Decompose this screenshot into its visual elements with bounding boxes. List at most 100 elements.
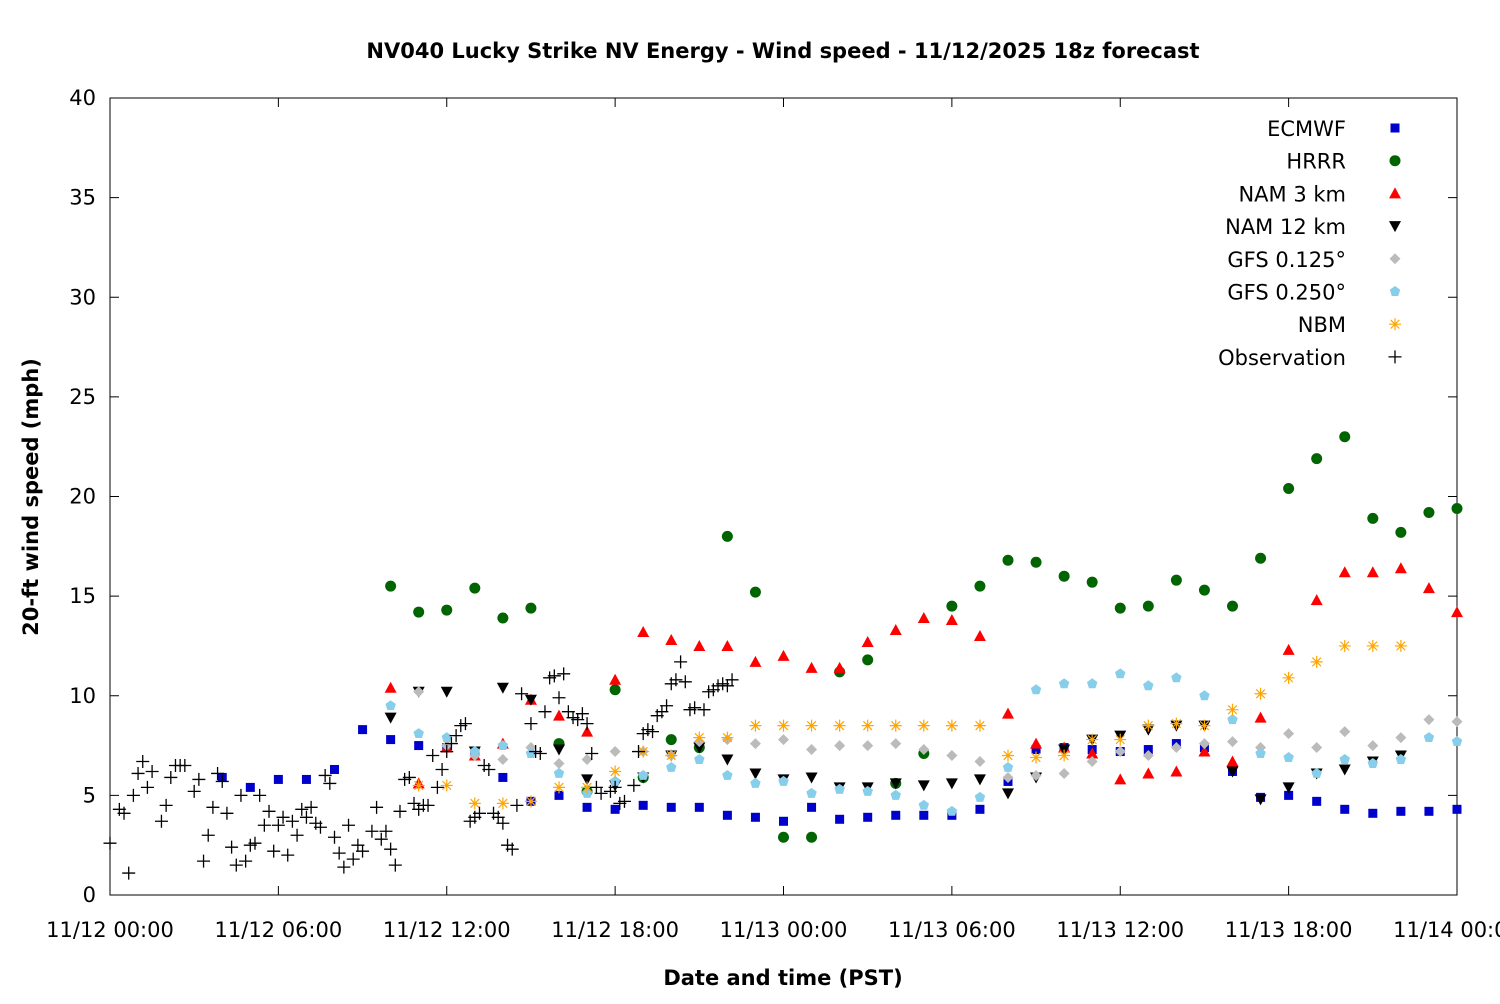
data-point — [862, 785, 873, 796]
data-point — [610, 804, 620, 814]
data-point — [890, 738, 902, 750]
data-point — [861, 719, 874, 732]
data-point — [1227, 736, 1238, 748]
data-point — [1282, 671, 1295, 684]
data-point — [609, 765, 622, 778]
data-point — [1031, 745, 1041, 755]
data-point — [1423, 506, 1435, 518]
data-point — [435, 762, 449, 776]
data-point — [1451, 502, 1463, 514]
data-point — [750, 777, 761, 788]
data-point — [1367, 512, 1379, 524]
data-point — [1339, 726, 1351, 738]
data-point — [444, 737, 458, 751]
data-point — [806, 831, 818, 843]
data-point — [863, 812, 873, 822]
data-point — [304, 800, 318, 814]
data-point — [1452, 804, 1462, 814]
data-point — [1170, 765, 1183, 777]
data-point — [421, 798, 435, 812]
data-point — [1255, 748, 1266, 758]
data-point — [694, 802, 704, 812]
data-point — [889, 778, 902, 790]
data-point — [946, 750, 958, 762]
data-point — [1311, 453, 1323, 465]
data-point — [385, 700, 396, 711]
legend-label: NAM 12 km — [1225, 215, 1346, 239]
data-point — [1086, 678, 1098, 689]
data-point — [267, 844, 281, 858]
data-point — [1338, 566, 1351, 578]
data-point — [524, 717, 538, 731]
data-point — [1058, 749, 1071, 762]
data-point — [1143, 680, 1154, 691]
data-point — [1338, 764, 1351, 776]
data-point — [426, 749, 440, 763]
data-point — [749, 768, 762, 780]
data-point — [945, 778, 958, 790]
data-point — [833, 661, 846, 673]
data-point — [290, 828, 304, 842]
data-point — [946, 805, 958, 816]
data-point — [1422, 582, 1435, 594]
data-point — [862, 740, 874, 752]
data-point — [1366, 639, 1379, 652]
data-point — [805, 719, 818, 732]
data-point — [413, 728, 424, 739]
data-point — [688, 701, 702, 715]
data-point — [524, 694, 537, 706]
data-point — [1451, 606, 1463, 618]
data-point — [1423, 714, 1435, 726]
data-point — [919, 810, 929, 820]
data-point — [1002, 554, 1014, 566]
data-point — [262, 804, 276, 818]
legend-label: HRRR — [1286, 150, 1346, 174]
data-point — [1311, 742, 1323, 754]
series — [103, 655, 739, 880]
data-point — [126, 788, 140, 802]
data-point — [1254, 794, 1267, 806]
data-point — [609, 673, 622, 685]
data-point — [1312, 796, 1322, 806]
data-point — [496, 682, 509, 694]
x-tick-label: 11/12 12:00 — [383, 918, 511, 942]
data-point — [1170, 717, 1183, 730]
data-point — [674, 655, 688, 669]
data-point — [412, 779, 425, 792]
data-point — [889, 719, 902, 732]
data-point — [777, 649, 790, 661]
data-point — [1338, 639, 1351, 652]
data-point — [533, 747, 547, 761]
data-point — [1142, 750, 1154, 762]
data-point — [1114, 773, 1127, 785]
data-point — [778, 775, 789, 786]
data-point — [1339, 431, 1351, 443]
data-point — [1030, 769, 1042, 781]
data-point — [328, 830, 341, 844]
data-point — [749, 738, 761, 750]
data-point — [646, 725, 660, 739]
data-point — [637, 625, 650, 637]
data-point — [917, 719, 930, 732]
data-point — [722, 769, 733, 780]
legend-marker — [1389, 221, 1401, 233]
legend-label: Observation — [1218, 346, 1346, 370]
data-point — [498, 772, 508, 782]
data-point — [239, 854, 253, 868]
data-point — [497, 754, 509, 766]
x-tick-label: 11/12 06:00 — [215, 918, 343, 942]
data-point — [441, 604, 453, 616]
data-point — [693, 731, 706, 744]
data-point — [806, 787, 817, 798]
data-point — [834, 740, 846, 752]
data-point — [721, 754, 734, 766]
x-tick-label: 11/12 00:00 — [46, 918, 174, 942]
data-point — [1227, 600, 1238, 612]
data-point — [1058, 570, 1070, 582]
legend-marker — [1389, 155, 1401, 167]
data-point — [693, 639, 706, 651]
data-point — [178, 758, 192, 772]
data-point — [694, 754, 705, 764]
data-point — [890, 789, 901, 800]
data-point — [777, 719, 790, 732]
